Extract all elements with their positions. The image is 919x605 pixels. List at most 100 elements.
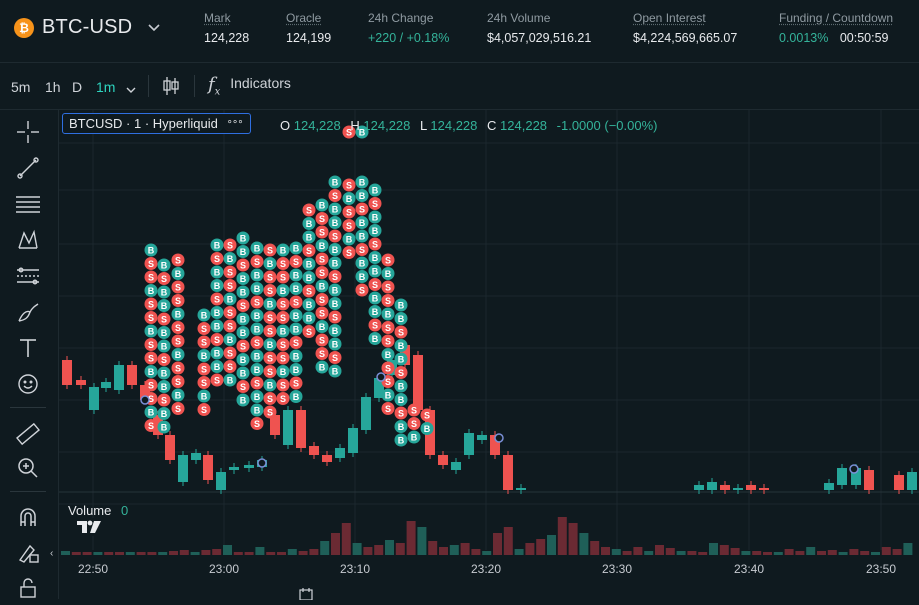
sell-marker [157,312,171,326]
volume-bar [352,543,362,555]
volume-bar [633,547,643,555]
marker-letter: B [254,392,261,402]
order-marker [849,464,859,474]
sell-marker [223,238,237,252]
marker-letter: B [398,341,405,351]
buy-marker [236,366,250,380]
buy-marker [394,393,408,406]
stat-label[interactable]: Oracle [286,11,322,25]
zoom-in-icon[interactable] [14,454,42,482]
sell-marker [315,293,329,306]
candle [348,428,358,453]
expand-arrow-icon[interactable]: ‹ [50,548,54,559]
stat-label[interactable]: Open Interest [633,11,706,25]
sell-marker [157,272,171,285]
marker-letter: S [359,245,365,255]
marker-letter: B [254,311,261,321]
volume-bar [298,551,308,555]
marker-letter: B [161,342,168,352]
stat-label[interactable]: Funding / Countdown [779,11,894,25]
chart-legend-symbol[interactable]: BTCUSD · 1 · Hyperliquid °°° [62,113,251,134]
timeframe-1m[interactable]: 1m [96,79,116,95]
marker-letter: B [359,272,366,282]
timeframe-5m[interactable]: 5m [11,79,31,95]
sell-marker [315,212,329,225]
buy-marker [328,324,342,337]
function-icon: fx [208,74,221,98]
ruler-icon[interactable] [14,420,42,448]
stat-label[interactable]: Mark [204,11,231,25]
sell-marker [394,406,408,420]
sell-marker [223,306,237,319]
buy-marker [368,305,382,318]
emoji-icon[interactable] [14,370,42,398]
sell-marker [381,361,395,375]
sell-marker [157,393,171,407]
sell-marker [302,203,316,217]
buy-marker [355,125,369,139]
marker-letter: B [240,274,247,284]
candle [413,355,423,410]
buy-marker [420,422,434,435]
marker-letter: S [280,300,286,310]
measure-lines-icon[interactable] [14,262,42,290]
sell-marker [223,279,237,292]
marker-letter: B [214,241,221,251]
pair-name: BTC-USD [42,16,133,38]
buy-marker [157,339,171,353]
unlock-icon[interactable] [14,574,42,602]
marker-letter: S [227,241,233,251]
sell-marker [289,376,303,390]
sell-marker [263,405,277,419]
buy-marker [328,256,342,270]
sell-marker [368,197,382,210]
marker-letter: B [319,201,326,211]
marker-letter: S [280,394,286,404]
marker-letter: S [293,338,299,348]
stat-oracle: Oracle 124,199 [286,11,331,45]
fib-lines-icon[interactable] [14,190,42,218]
buy-marker [223,373,237,387]
sell-marker [236,258,250,272]
buy-marker [197,349,211,362]
pair-selector[interactable]: ₿ BTC-USD [14,16,160,39]
marker-letter: S [148,340,154,350]
volume-bar [395,543,405,555]
candle [178,455,188,482]
marker-letter: B [280,286,287,296]
marker-letter: B [161,261,168,271]
marker-letter: B [201,351,208,361]
marker-letter: B [332,286,339,296]
indicators-button[interactable]: fx Indicators [208,74,291,98]
timeframe-d[interactable]: D [72,79,83,95]
marker-letter: B [240,355,247,365]
pattern-icon[interactable] [14,226,42,254]
buy-marker [394,312,408,325]
sell-marker [250,376,264,390]
tradingview-logo[interactable] [76,518,102,536]
lock-draw-icon[interactable] [14,538,42,566]
volume-bar [687,551,697,555]
marker-letter: B [332,245,339,255]
legend-more-icon[interactable]: °°° [227,119,244,131]
marker-letter: B [227,254,234,264]
marker-letter: B [332,259,339,269]
marker-letter: B [161,382,168,392]
timeframe-1h[interactable]: 1h [45,79,61,95]
candlestick-type-icon[interactable] [162,75,180,100]
volume-bar [752,551,762,555]
marker-letter: B [372,294,379,304]
indicators-label: Indicators [230,75,291,91]
brush-icon[interactable] [14,298,42,326]
stat-value: 124,228 [204,31,250,45]
time-axis[interactable]: 22:50 23:00 23:10 23:20 23:30 23:40 23:5… [59,556,919,580]
timeframe-dropdown-icon[interactable] [126,81,136,97]
volume-bar [568,523,578,555]
magnet-icon[interactable] [14,504,42,532]
calendar-icon[interactable] [298,587,314,605]
text-icon[interactable] [14,334,42,362]
chart-canvas[interactable]: BSSBSSBSSBSSBSBSBBSBBSBBSBBSBSSBSSBSSBSB… [59,110,919,599]
crosshair-icon[interactable] [14,118,42,146]
trendline-icon[interactable] [14,154,42,182]
